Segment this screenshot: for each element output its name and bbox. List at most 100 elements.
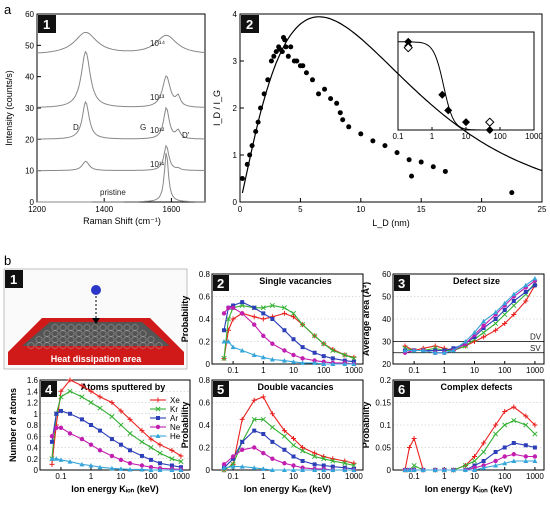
b4-xe-marker xyxy=(148,436,154,442)
b5-kr-marker xyxy=(312,453,318,460)
a1-panel-badge xyxy=(38,15,56,33)
b5-he-marker xyxy=(330,467,336,472)
graphene-hex-cell xyxy=(147,341,155,350)
b5-he-marker xyxy=(251,465,257,470)
b2-he-marker xyxy=(239,348,245,353)
b2-x-tick-label: 1 xyxy=(261,366,266,375)
b5-x-tick-label: 1 xyxy=(261,472,266,481)
b6-ar-marker xyxy=(481,459,486,463)
b4-x-axis-label: Ion energy Kᵢₒₙ (keV) xyxy=(71,484,159,494)
b3-he-marker xyxy=(511,291,517,297)
b3-panel-number: 3 xyxy=(398,276,405,291)
b4-xe-marker xyxy=(58,388,64,394)
b2-he-marker xyxy=(351,361,357,366)
b4-kr-marker xyxy=(127,430,133,436)
b1-panel-number: 1 xyxy=(10,272,17,287)
graphene-hex-cell xyxy=(59,341,67,350)
b2-y-axis-label: Probability xyxy=(180,296,190,343)
b5-kr-marker xyxy=(342,460,348,466)
b6-axes-frame xyxy=(392,379,545,471)
b4-y-tick-label: 1.2 xyxy=(27,399,39,408)
b5-y-tick-label: 0.2 xyxy=(199,444,211,453)
b6-kr-marker xyxy=(462,462,468,469)
graphene-hex-cell xyxy=(91,323,99,332)
b5-ne-marker xyxy=(261,450,266,456)
b5-xe-marker xyxy=(291,436,297,441)
b2-y-tick-label: 0.4 xyxy=(199,315,211,324)
b4-kr-marker xyxy=(67,388,73,394)
b3-he-marker xyxy=(481,318,487,324)
graphene-hex-cell xyxy=(99,341,107,350)
b6-ne-marker xyxy=(523,454,529,459)
b2-ar-marker xyxy=(312,350,317,355)
b6-xe-marker xyxy=(406,445,412,450)
a2-data-point xyxy=(430,164,436,170)
a1-peak-label-g: G xyxy=(140,123,146,132)
b2-ne-marker xyxy=(226,305,231,310)
b6-xe-marker xyxy=(411,436,417,441)
b5-ar-marker xyxy=(330,464,335,469)
b4-legend-marker xyxy=(155,433,161,438)
b5-y-tick-label: 0 xyxy=(206,466,211,475)
a2-x-tick-label: 15 xyxy=(417,205,426,214)
a2-data-point xyxy=(309,77,315,83)
graphene-hex-cell xyxy=(75,341,83,350)
a1-y-tick-label: 50 xyxy=(25,41,34,50)
b6-he-marker xyxy=(450,467,456,472)
b4-xe-marker xyxy=(97,394,103,400)
b4-ar-marker xyxy=(79,417,84,422)
b2-ar-marker xyxy=(270,317,275,321)
b4-he-marker xyxy=(139,466,145,472)
b4-ar-marker xyxy=(49,439,54,444)
b2-y-tick-label: 0.6 xyxy=(199,293,211,302)
b6-he-marker xyxy=(493,463,499,468)
b4-x-tick-label: 1000 xyxy=(172,472,190,481)
b5-kr-marker xyxy=(260,416,266,422)
b5-he-marker xyxy=(300,467,306,472)
b3-he-marker xyxy=(493,309,499,315)
a2-data-point xyxy=(418,159,424,165)
b6-he-marker xyxy=(532,458,538,463)
b5-y-tick-label: 0.4 xyxy=(199,421,211,430)
b6-he-marker xyxy=(523,458,529,463)
heat-dissipation-label: Heat dissipation area xyxy=(51,354,143,364)
b4-kr-marker xyxy=(109,414,115,420)
b4-y-tick-label: 0.4 xyxy=(27,444,39,453)
b5-series-he xyxy=(223,466,354,471)
graphene-hex-cell xyxy=(43,335,51,344)
b2-he-marker xyxy=(342,361,348,366)
a1-y-tick-label: 30 xyxy=(25,104,34,113)
b3-ref-label-sv: SV xyxy=(530,344,541,353)
graphene-hex-cell xyxy=(83,335,91,344)
b4-he-marker xyxy=(109,465,115,471)
b5-ne-marker xyxy=(282,461,287,466)
b5-he-marker xyxy=(230,464,236,469)
graphene-hex-cell xyxy=(67,341,75,350)
b6-kr-marker xyxy=(411,462,417,469)
b2-ne-marker xyxy=(221,311,227,316)
b5-he-marker xyxy=(321,467,327,472)
b3-xe-marker xyxy=(502,321,508,326)
b6-ar-marker xyxy=(511,441,516,445)
a2-panel-number: 2 xyxy=(246,17,253,32)
a2-x-tick-label: 0 xyxy=(238,205,243,214)
b6-kr-marker xyxy=(511,417,517,424)
b6-he-marker xyxy=(462,467,468,472)
graphene-hex-cell xyxy=(59,323,67,332)
a1-spectrum-line-1 xyxy=(37,144,205,172)
a2-data-point xyxy=(370,138,376,144)
graphene-hex-cell xyxy=(91,341,99,350)
b4-ar-marker xyxy=(118,442,123,447)
b5-ar-marker xyxy=(291,454,296,459)
b5-kr-marker xyxy=(330,458,336,464)
b6-kr-marker xyxy=(471,458,478,464)
b3-xe-marker xyxy=(493,327,499,333)
graphene-hex-cell xyxy=(35,335,43,344)
b4-panel-badge xyxy=(41,381,57,397)
b5-ar-marker xyxy=(231,456,236,461)
b4-ne-marker xyxy=(148,464,154,470)
b2-xe-marker xyxy=(291,314,297,320)
b3-he-marker xyxy=(523,282,529,288)
b4-ne-marker xyxy=(79,436,85,442)
a1-y-tick-label: 60 xyxy=(25,10,34,19)
